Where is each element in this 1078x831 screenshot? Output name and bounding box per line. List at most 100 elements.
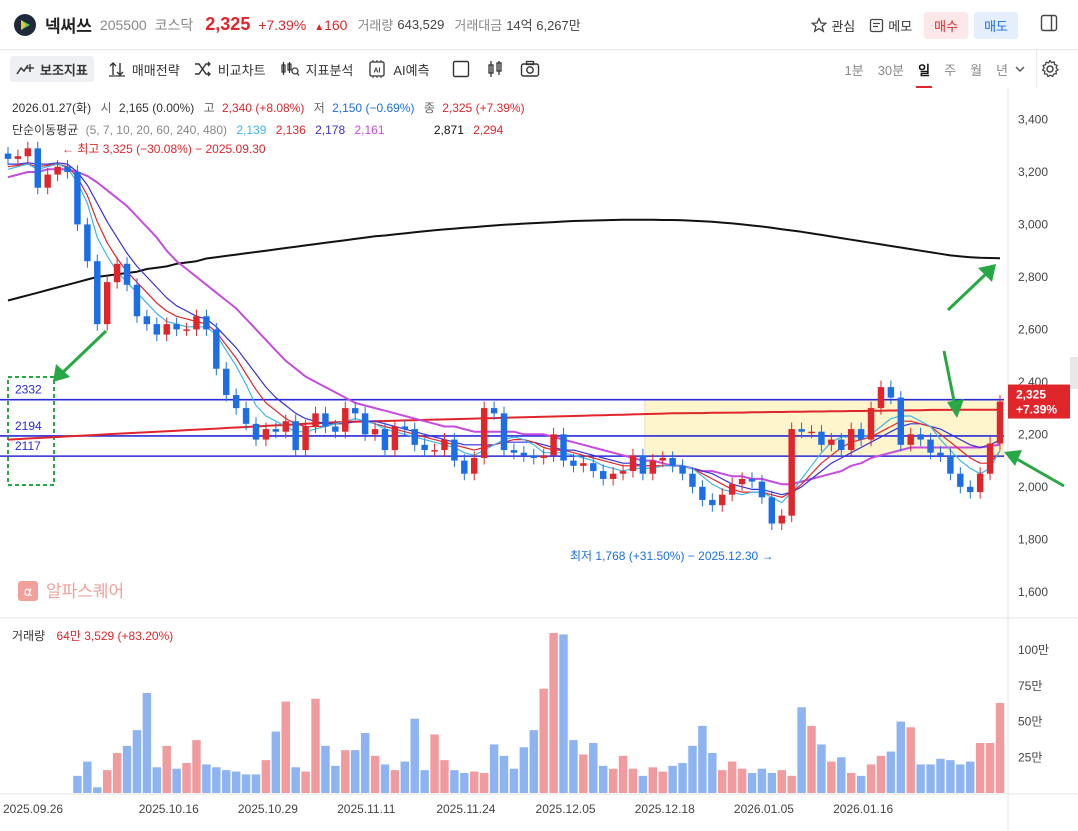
candle-body	[629, 455, 637, 472]
current-price-badge: 2,325 +7.39%	[1008, 384, 1070, 419]
svg-text:+7.39%: +7.39%	[1016, 403, 1057, 417]
volume-bar	[261, 760, 271, 793]
timeframe-tab[interactable]: 30분	[877, 62, 905, 78]
indicators-button[interactable]: 보조지표	[10, 56, 94, 82]
volume-bar	[658, 771, 667, 793]
strategy-button[interactable]: 매매전략	[108, 56, 180, 82]
alphasquare-logo-icon	[18, 581, 38, 601]
buy-button[interactable]: 매수	[924, 11, 969, 39]
volume-bar	[688, 745, 697, 793]
timeframe-tab[interactable]: 주	[944, 62, 957, 78]
timeframe-tab[interactable]: 1분	[844, 62, 864, 78]
y-tick-label: 3,400	[1018, 112, 1048, 126]
volume-bar	[628, 768, 638, 793]
candle-body	[976, 473, 984, 493]
candle-body	[371, 429, 379, 435]
memo-button[interactable]: 메모	[869, 16, 912, 35]
volume-bar	[916, 764, 925, 793]
volume-bar	[598, 765, 608, 793]
timeframe-more[interactable]	[1014, 62, 1026, 80]
volume-label: 거래량	[357, 18, 394, 33]
volume-bar	[718, 770, 727, 793]
volume-bar	[281, 701, 290, 793]
scroll-handle[interactable]	[1070, 357, 1078, 389]
volume-bar	[975, 743, 985, 793]
y-tick-label: 3,000	[1018, 217, 1048, 231]
candle-body	[738, 478, 746, 485]
timeframe-tab[interactable]: 일	[916, 50, 933, 88]
candle-body	[441, 439, 448, 451]
candle-type-button[interactable]	[486, 60, 504, 78]
volume-bar	[827, 761, 836, 793]
volume-bar	[291, 767, 300, 793]
candle-body	[64, 166, 71, 172]
candle-body	[94, 261, 101, 325]
drawing-box-button[interactable]	[452, 60, 470, 78]
volume-bar	[241, 774, 251, 793]
sell-button[interactable]: 매도	[974, 11, 1018, 39]
ai-predict-button[interactable]: AI AI예측	[367, 56, 430, 82]
volume-bar	[569, 740, 578, 793]
max-price-note: ← 최고 3,325 (−30.08%) − 2025.09.30	[62, 142, 266, 156]
volume-value: 643,529	[397, 17, 445, 32]
candle-body	[163, 324, 170, 335]
volume-bar	[142, 693, 152, 793]
candle-body	[342, 408, 349, 432]
side-panel-toggle[interactable]	[1040, 14, 1058, 37]
candle-body	[322, 413, 329, 427]
volume-bar	[846, 773, 856, 793]
screenshot-button[interactable]	[520, 60, 540, 78]
svg-text:AI: AI	[374, 68, 381, 75]
volume-bar	[301, 771, 310, 793]
gear-icon	[1041, 59, 1059, 78]
volume-bar	[995, 703, 1005, 793]
price-chart[interactable]: 3,4003,2003,0002,8002,6002,4002,2002,000…	[0, 88, 1078, 831]
analysis-button[interactable]: 지표분석	[280, 56, 353, 82]
candle-body	[857, 429, 865, 440]
candle-body	[748, 478, 756, 482]
candle-body	[292, 421, 299, 451]
volume-bar	[926, 764, 935, 793]
stock-name: 넥써쓰	[45, 17, 92, 36]
volume-bar	[222, 770, 231, 793]
candle-body	[520, 452, 528, 456]
candle-body	[609, 473, 617, 479]
current-price: 2,325	[205, 14, 251, 34]
volume-bar	[410, 718, 419, 793]
volume-bar	[638, 775, 648, 793]
volume-bar	[341, 750, 350, 793]
volume-bar	[93, 787, 102, 793]
volume-bars	[73, 633, 1005, 793]
volume-bar	[618, 755, 628, 793]
star-icon	[811, 17, 828, 33]
settings-button[interactable]	[1040, 59, 1060, 84]
candle-body	[113, 263, 121, 283]
volume-bar	[668, 765, 677, 793]
timeframe-tab[interactable]: 월	[970, 62, 983, 78]
volume-bar	[966, 761, 975, 793]
green-arrows	[53, 264, 1065, 488]
watermark: α 알파스퀘어	[18, 581, 124, 601]
candle-body	[391, 426, 399, 451]
candle-body	[957, 473, 964, 487]
volume-bar	[797, 707, 806, 793]
candle-body	[619, 471, 627, 474]
updown-arrows-icon	[108, 62, 125, 77]
candle-body	[44, 174, 51, 188]
x-axis-label: 2026.01.16	[833, 802, 893, 816]
volume-bar	[450, 770, 459, 793]
volume-bar	[906, 727, 915, 793]
candle-body	[996, 401, 1004, 444]
candle-body	[768, 497, 776, 524]
compare-button[interactable]: 비교차트	[194, 56, 266, 82]
candle-body	[34, 148, 41, 188]
candle-body	[183, 329, 190, 331]
trade-value: 14억 6,267만	[506, 18, 581, 33]
volume-bar	[708, 753, 717, 793]
volume-bar	[83, 761, 92, 793]
watch-button[interactable]: 관심	[811, 16, 855, 35]
timeframe-tab[interactable]: 년	[996, 62, 1008, 78]
candle-body	[758, 481, 766, 498]
volume-bar	[331, 765, 340, 793]
volume-bar	[678, 763, 687, 793]
